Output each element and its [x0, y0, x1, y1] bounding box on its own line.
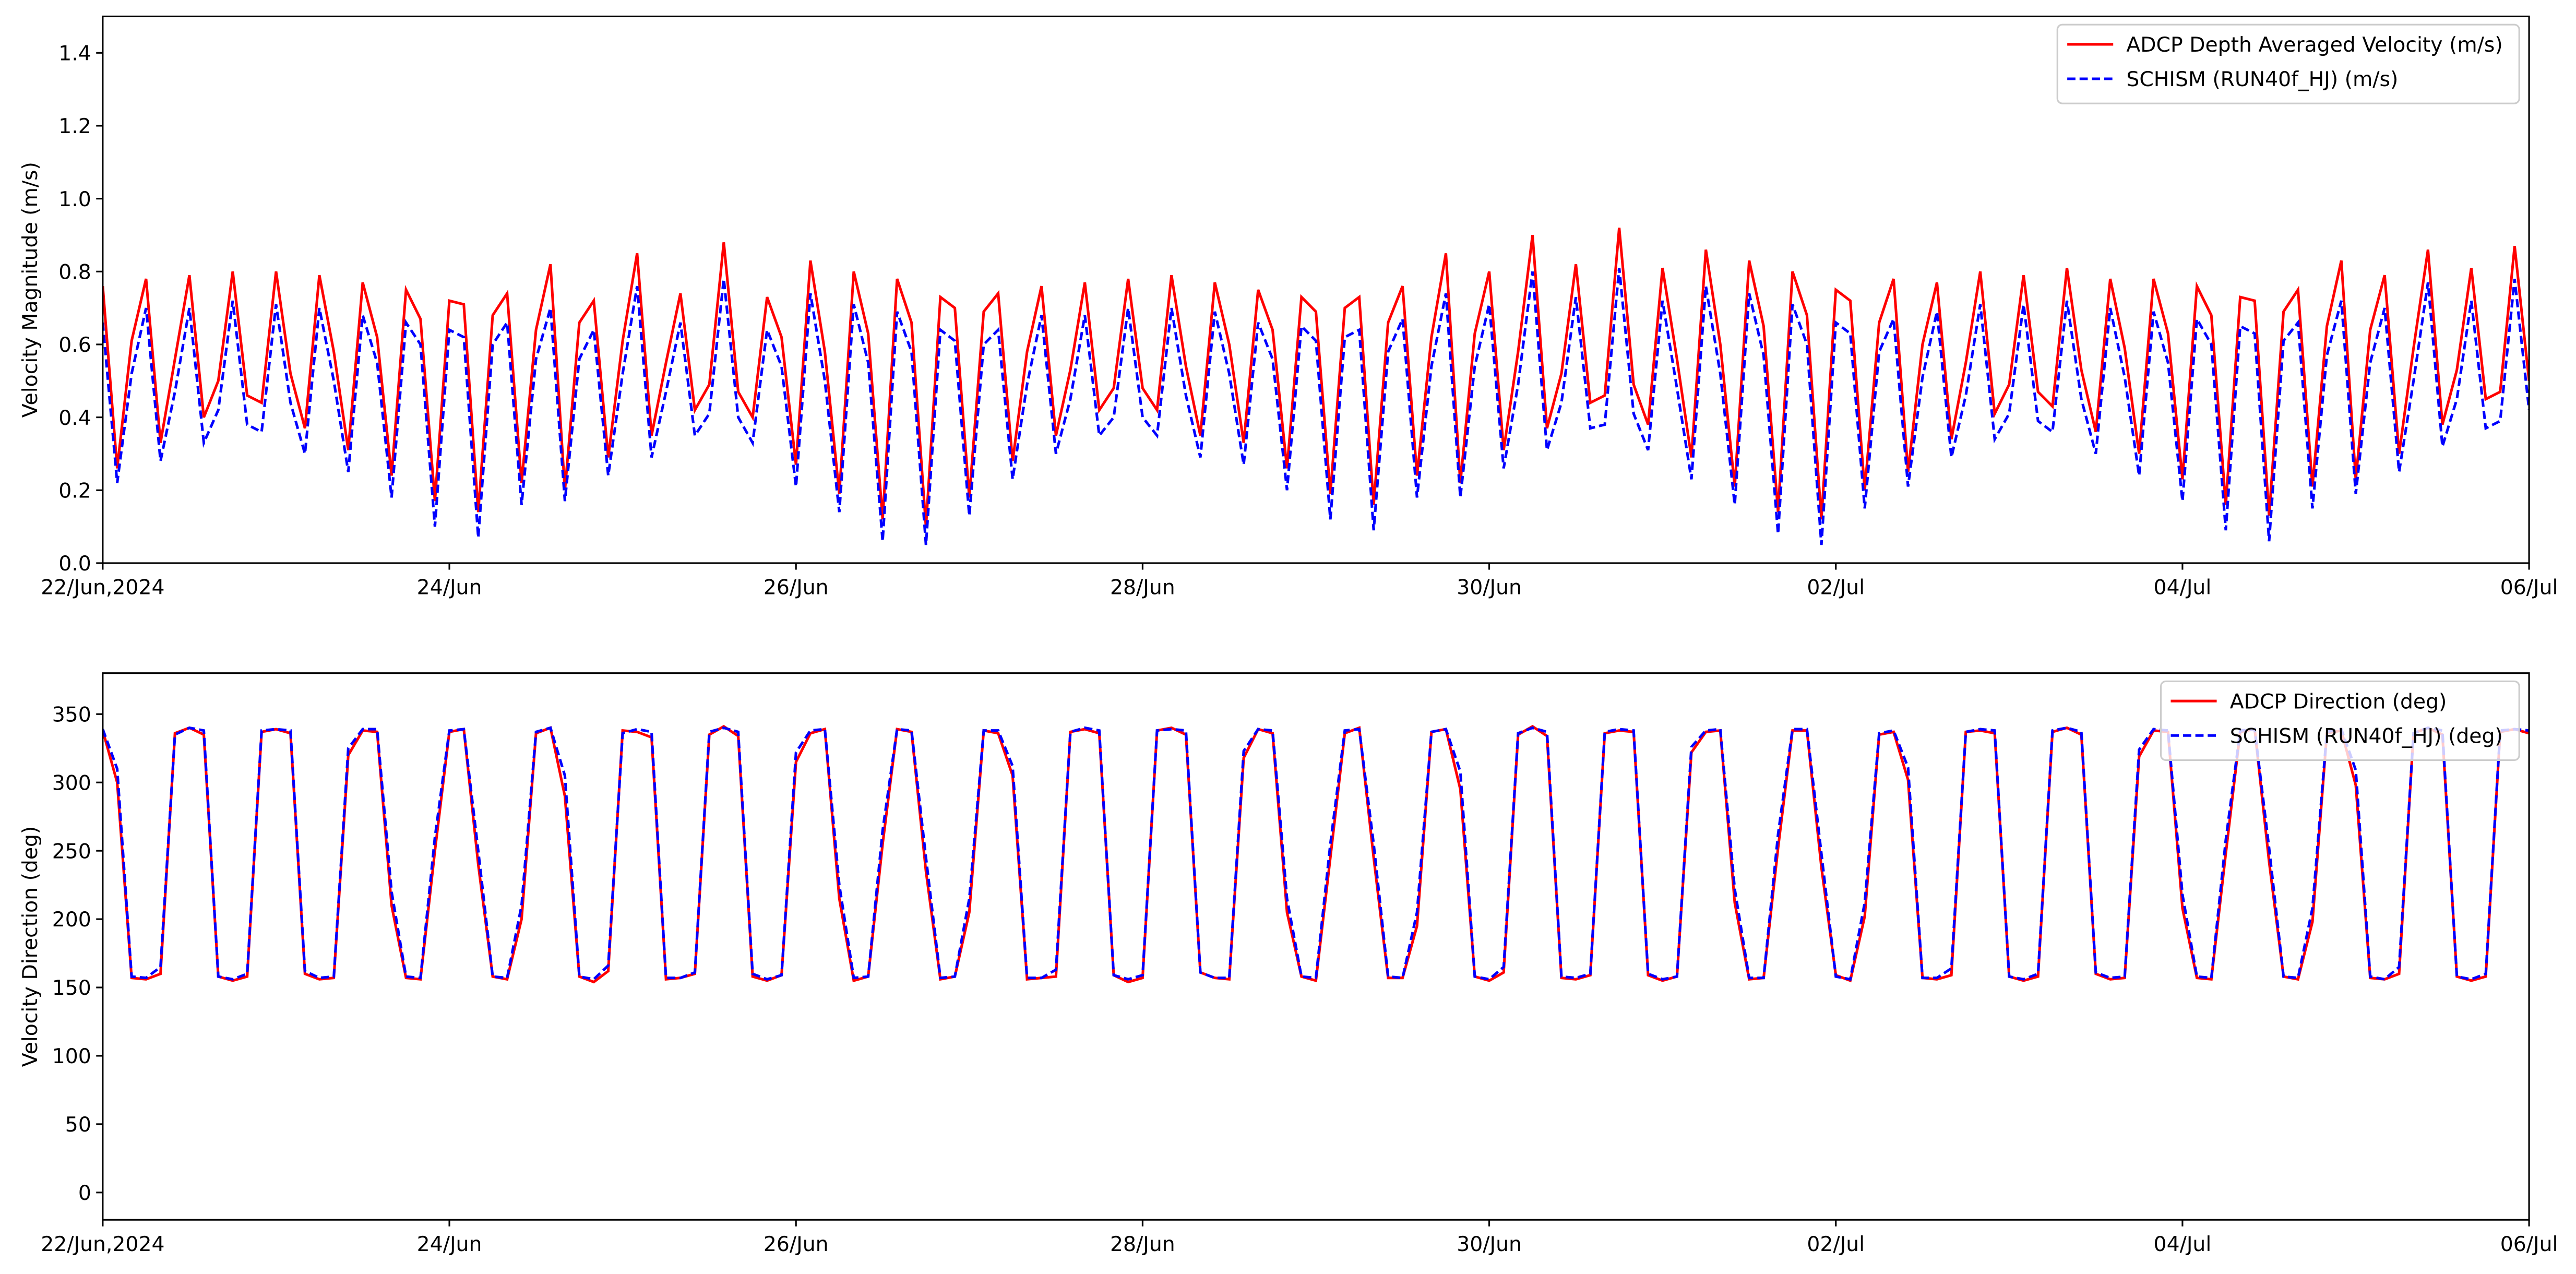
y-tick-label: 1.4 — [58, 42, 91, 65]
y-tick-label: 50 — [65, 1113, 91, 1137]
x-tick-label: 24/Jun — [417, 1233, 482, 1256]
legend-box — [2056, 23, 2520, 104]
legend: ADCP Direction (deg) SCHISM (RUN40f_HJ) (… — [2160, 680, 2520, 761]
x-tick-label: 04/Jul — [2154, 576, 2212, 600]
y-tick-label: 0.0 — [58, 552, 91, 576]
series-line — [102, 228, 2530, 527]
x-tick-label: 30/Jun — [1457, 1233, 1522, 1256]
y-tick-label: 0.8 — [58, 260, 91, 284]
x-tick-label: 22/Jun,2024 — [41, 1233, 164, 1256]
y-tick-label: 300 — [52, 771, 91, 795]
legend-label: ADCP Depth Averaged Velocity (m/s) — [2126, 33, 2502, 57]
y-tick-label: 0 — [78, 1182, 91, 1205]
x-tick-label: 26/Jun — [764, 576, 829, 600]
x-tick-label: 06/Jul — [2500, 576, 2558, 600]
legend-label: ADCP Direction (deg) — [2230, 690, 2447, 713]
y-tick-label: 350 — [52, 703, 91, 727]
legend-box — [2160, 680, 2520, 761]
y-tick-label: 0.4 — [58, 407, 91, 430]
x-tick-label: 06/Jul — [2500, 1233, 2558, 1256]
y-tick-label: 150 — [52, 977, 91, 1000]
series-line — [102, 724, 2530, 984]
x-tick-label: 26/Jun — [764, 1233, 829, 1256]
x-tick-label: 24/Jun — [417, 576, 482, 600]
x-tick-label: 28/Jun — [1110, 576, 1175, 600]
legend-label: SCHISM (RUN40f_HJ) (deg) — [2230, 724, 2503, 748]
y-tick-label: 250 — [52, 840, 91, 863]
axes-frame — [102, 672, 2530, 1221]
y-tick-label: 0.2 — [58, 479, 91, 503]
y-tick-label: 1.2 — [58, 115, 91, 138]
x-tick-label: 04/Jul — [2154, 1233, 2212, 1256]
y-axis-label: Velocity Direction (deg) — [19, 826, 42, 1067]
series-line — [102, 726, 2530, 981]
y-axis-label: Velocity Magnitude (m/s) — [19, 162, 42, 418]
legend-label: SCHISM (RUN40f_HJ) (m/s) — [2126, 68, 2398, 91]
x-tick-label: 30/Jun — [1457, 576, 1522, 600]
axes-frame — [102, 15, 2530, 564]
x-tick-label: 28/Jun — [1110, 1233, 1175, 1256]
legend: ADCP Depth Averaged Velocity (m/s) SCHISM… — [2056, 23, 2520, 104]
y-tick-label: 1.0 — [58, 188, 91, 211]
x-tick-label: 22/Jun,2024 — [41, 576, 164, 600]
y-tick-label: 200 — [52, 908, 91, 932]
series-line — [102, 268, 2530, 545]
y-tick-label: 100 — [52, 1045, 91, 1068]
x-tick-label: 02/Jul — [1807, 576, 1865, 600]
y-tick-label: 0.6 — [58, 334, 91, 357]
x-tick-label: 02/Jul — [1807, 1233, 1865, 1256]
